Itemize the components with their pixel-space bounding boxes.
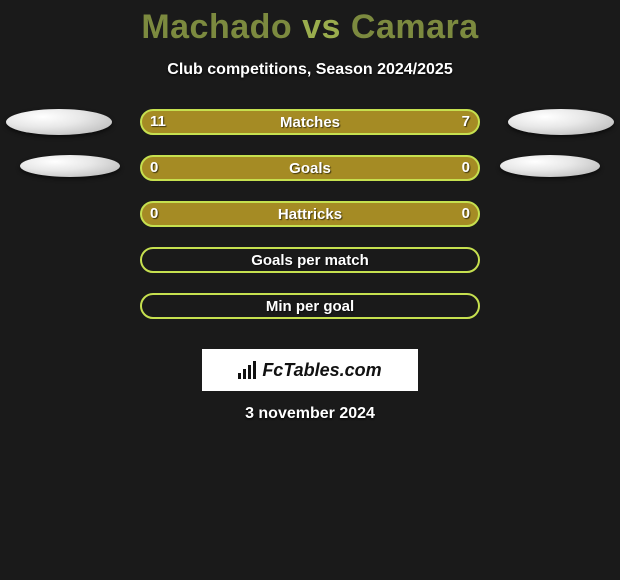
- stat-bar: Goals: [140, 155, 480, 181]
- stat-label: Goals per match: [251, 252, 369, 269]
- stat-bar: Goals per match: [140, 247, 480, 273]
- stat-value-left: 0: [150, 159, 158, 176]
- stat-value-right: 7: [462, 113, 470, 130]
- stat-label: Hattricks: [278, 206, 342, 223]
- stat-bar: Matches: [140, 109, 480, 135]
- stat-row-min-per-goal: Min per goal: [0, 293, 620, 339]
- stat-label: Min per goal: [266, 298, 354, 315]
- stat-bar: Hattricks: [140, 201, 480, 227]
- stat-value-left: 0: [150, 205, 158, 222]
- player1-name: Machado: [141, 8, 292, 46]
- date-text: 3 november 2024: [0, 405, 620, 423]
- player1-avatar-placeholder: [20, 155, 120, 177]
- stat-label: Matches: [280, 114, 340, 131]
- stat-row-goals-per-match: Goals per match: [0, 247, 620, 293]
- player2-avatar-placeholder: [508, 109, 614, 135]
- stat-row-matches: Matches 11 7: [0, 109, 620, 155]
- bar-chart-icon: [238, 361, 256, 379]
- comparison-card: Machado vs Camara Club competitions, Sea…: [0, 0, 620, 423]
- player1-avatar-placeholder: [6, 109, 112, 135]
- stat-label: Goals: [289, 160, 331, 177]
- subtitle: Club competitions, Season 2024/2025: [0, 61, 620, 79]
- logo-text: FcTables.com: [262, 360, 381, 381]
- stat-row-goals: Goals 0 0: [0, 155, 620, 201]
- stat-rows: Matches 11 7 Goals 0 0 Hattricks 0 0 Goa…: [0, 109, 620, 339]
- vs-text: vs: [302, 8, 341, 46]
- stat-value-right: 0: [462, 159, 470, 176]
- stat-row-hattricks: Hattricks 0 0: [0, 201, 620, 247]
- stat-bar: Min per goal: [140, 293, 480, 319]
- stat-value-right: 0: [462, 205, 470, 222]
- page-title: Machado vs Camara: [0, 0, 620, 47]
- stat-value-left: 11: [150, 113, 166, 130]
- player2-avatar-placeholder: [500, 155, 600, 177]
- player2-name: Camara: [351, 8, 479, 46]
- logo-box: FcTables.com: [202, 349, 418, 391]
